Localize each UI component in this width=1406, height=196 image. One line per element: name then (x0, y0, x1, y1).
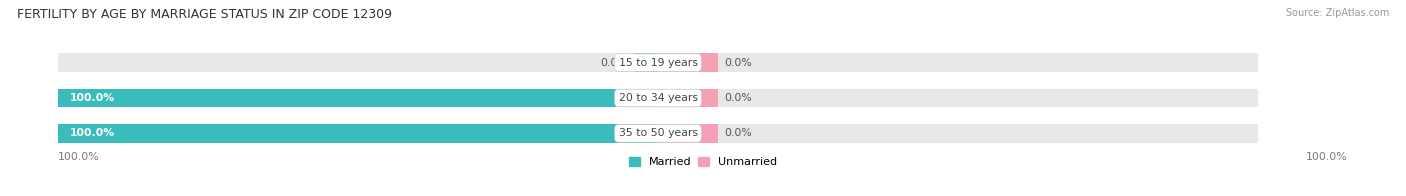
Bar (58, 89, 1258, 107)
Text: 0.0%: 0.0% (724, 128, 752, 138)
Text: 0.0%: 0.0% (724, 93, 752, 103)
Text: 15 to 19 years: 15 to 19 years (619, 58, 697, 68)
Bar (58, 89, 658, 107)
Bar (58, 53, 1258, 72)
Text: 100.0%: 100.0% (70, 93, 115, 103)
Text: 35 to 50 years: 35 to 50 years (619, 128, 697, 138)
Text: FERTILITY BY AGE BY MARRIAGE STATUS IN ZIP CODE 12309: FERTILITY BY AGE BY MARRIAGE STATUS IN Z… (17, 8, 392, 21)
Text: 100.0%: 100.0% (1306, 152, 1348, 162)
Text: 0.0%: 0.0% (600, 58, 628, 68)
Text: 100.0%: 100.0% (58, 152, 100, 162)
Bar (634, 53, 658, 72)
Bar (58, 124, 1258, 143)
Text: Source: ZipAtlas.com: Source: ZipAtlas.com (1285, 8, 1389, 18)
Text: 20 to 34 years: 20 to 34 years (619, 93, 697, 103)
Bar (658, 89, 718, 107)
Bar (658, 53, 718, 72)
Bar (58, 124, 658, 143)
Legend: Married, Unmarried: Married, Unmarried (624, 152, 782, 172)
Text: 0.0%: 0.0% (724, 58, 752, 68)
Text: 100.0%: 100.0% (70, 128, 115, 138)
Bar (658, 124, 718, 143)
